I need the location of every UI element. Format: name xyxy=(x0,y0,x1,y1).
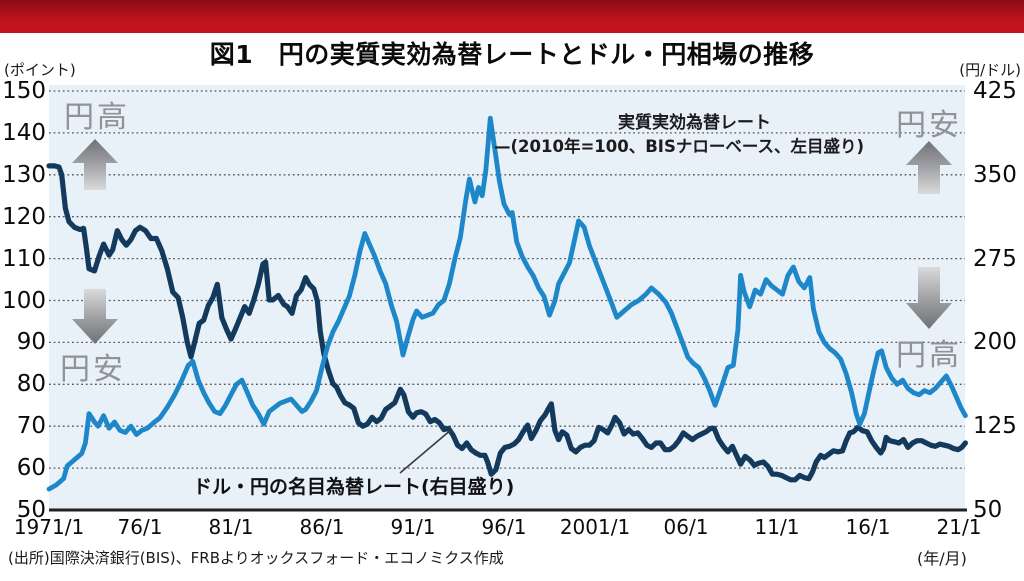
yen-strong-arrow-up-left-icon xyxy=(72,139,118,190)
nominal-rate-line xyxy=(46,163,969,483)
x-axis-tick-76-1: 76/1 xyxy=(117,515,163,539)
left-axis-tick-90: 90 xyxy=(16,329,46,356)
nominal-series-label: ドル・円の名目為替レート(右目盛り) xyxy=(193,476,515,498)
caption-yen-strong-left: 円高 xyxy=(64,100,130,135)
right-axis-tick-425: 425 xyxy=(973,78,1017,104)
red-header-bar xyxy=(0,0,1024,33)
left-axis-tick-100: 100 xyxy=(2,287,46,314)
yen-strong-arrow-down-right-icon xyxy=(906,267,952,329)
x-axis-tick-86-1: 86/1 xyxy=(299,515,345,539)
x-axis-unit: (年/月) xyxy=(917,549,967,568)
left-axis-tick-60: 60 xyxy=(16,455,46,482)
yen-weak-arrow-up-right-icon xyxy=(906,141,952,194)
yen-weak-arrow-down-left-icon xyxy=(72,289,118,344)
right-axis-tick-125: 125 xyxy=(973,413,1017,440)
x-axis-tick-1971-1: 1971/1 xyxy=(13,515,85,539)
caption-yen-weak-right: 円安 xyxy=(896,108,962,143)
x-axis-tick-81-1: 81/1 xyxy=(208,515,254,539)
left-axis-tick-70: 70 xyxy=(16,413,46,440)
right-axis-tick-200: 200 xyxy=(973,329,1017,356)
x-axis-tick-96-1: 96/1 xyxy=(481,515,527,539)
caption-yen-weak-left: 円安 xyxy=(60,352,126,387)
left-axis-tick-130: 130 xyxy=(2,161,46,188)
left-axis-tick-140: 140 xyxy=(2,119,46,146)
x-axis-tick-11-1: 11/1 xyxy=(754,515,800,539)
x-axis-tick-06-1: 06/1 xyxy=(663,515,709,539)
right-axis-tick-275: 275 xyxy=(973,245,1017,272)
right-axis-tick-350: 350 xyxy=(973,161,1017,188)
left-axis-tick-120: 120 xyxy=(2,203,46,230)
right-axis-unit: (円/ドル) xyxy=(959,61,1021,79)
x-axis-tick-21-1: 21/1 xyxy=(936,515,982,539)
left-axis-tick-150: 150 xyxy=(2,78,46,104)
chart-title: 図1 円の実質実効為替レートとドル・円相場の推移 xyxy=(209,40,815,69)
reer-line xyxy=(46,115,968,492)
caption-yen-strong-right: 円高 xyxy=(896,338,962,373)
right-axis-tick-50: 50 xyxy=(973,497,1003,523)
left-axis-tick-80: 80 xyxy=(16,371,46,398)
left-axis-tick-110: 110 xyxy=(2,245,46,272)
left-axis-tick-50: 50 xyxy=(16,497,46,523)
x-axis-tick-91-1: 91/1 xyxy=(390,515,436,539)
reer-series-sublabel: —(2010年=100、BISナローベース、左目盛り) xyxy=(494,137,865,156)
left-axis-unit: (ポイント) xyxy=(4,61,76,79)
x-axis-tick-16-1: 16/1 xyxy=(845,515,891,539)
reer-series-label: 実質実効為替レート xyxy=(618,113,771,133)
x-axis-tick-2001-1: 2001/1 xyxy=(559,515,631,539)
source-note: (出所)国際決済銀行(BIS)、FRBよりオックスフォード・エコノミクス作成 xyxy=(8,549,504,567)
nominal-annotation-pointer xyxy=(399,428,453,474)
